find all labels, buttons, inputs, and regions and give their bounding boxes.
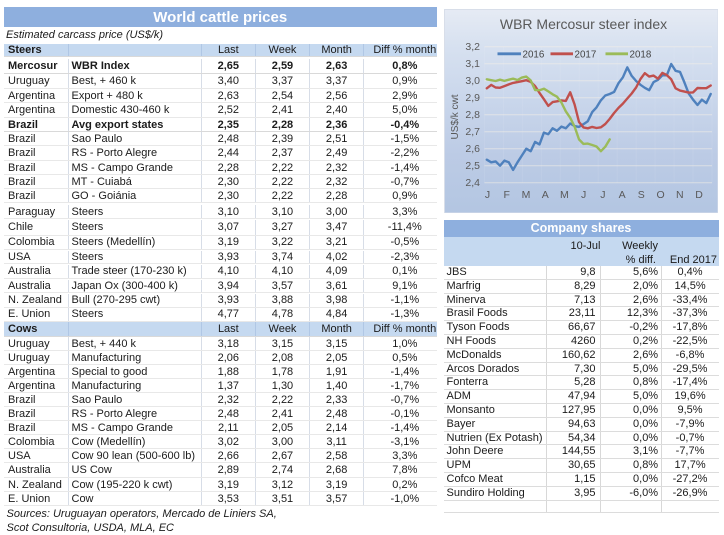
svg-text:2,5: 2,5 (465, 159, 480, 171)
svg-text:WBR Mercosur steer index: WBR Mercosur steer index (499, 16, 666, 32)
svg-text:2,7: 2,7 (465, 125, 480, 137)
svg-text:D: D (695, 189, 703, 201)
svg-text:J: J (580, 189, 585, 201)
svg-text:J: J (600, 189, 605, 201)
svg-text:O: O (656, 189, 664, 201)
svg-text:S: S (637, 189, 644, 201)
svg-text:2,9: 2,9 (465, 91, 480, 103)
svg-text:M: M (560, 189, 569, 201)
svg-text:J: J (484, 189, 489, 201)
svg-text:3,2: 3,2 (465, 40, 480, 52)
svg-text:A: A (541, 189, 548, 201)
svg-text:A: A (618, 189, 625, 201)
svg-text:2017: 2017 (574, 49, 596, 60)
svg-text:3,0: 3,0 (465, 74, 480, 86)
svg-text:3,1: 3,1 (465, 57, 480, 69)
svg-text:N: N (676, 189, 684, 201)
svg-text:F: F (503, 189, 509, 201)
svg-text:2,4: 2,4 (465, 176, 480, 188)
svg-text:2016: 2016 (522, 49, 544, 60)
svg-text:M: M (521, 189, 530, 201)
svg-text:2,8: 2,8 (465, 108, 480, 120)
svg-text:2,6: 2,6 (465, 142, 480, 154)
svg-text:2018: 2018 (629, 49, 651, 60)
svg-text:US$/k cwt: US$/k cwt (450, 94, 461, 139)
